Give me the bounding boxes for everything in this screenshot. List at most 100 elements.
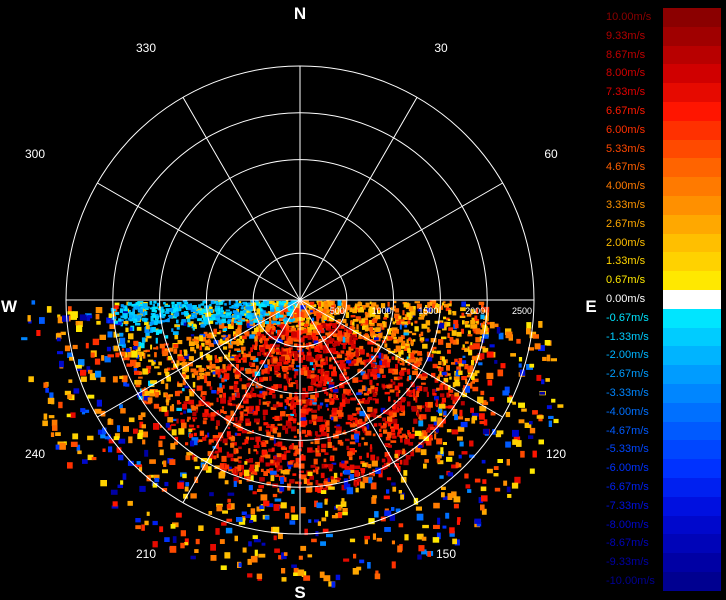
echo-cell <box>245 392 252 399</box>
echo-cell <box>272 404 279 408</box>
echo-cell <box>227 318 232 322</box>
echo-cell <box>201 342 205 347</box>
echo-cell <box>66 413 71 418</box>
echo-cell <box>185 312 190 316</box>
echo-cell <box>159 425 162 428</box>
echo-cell <box>60 331 66 335</box>
echo-cell <box>410 322 413 326</box>
echo-cell <box>373 412 377 419</box>
echo-cell <box>314 388 317 394</box>
echo-cell <box>287 422 292 429</box>
echo-cell <box>450 394 455 400</box>
echo-cell <box>402 317 407 320</box>
echo-cell <box>449 531 455 537</box>
echo-cell <box>241 338 245 343</box>
echo-cell <box>248 448 251 454</box>
echo-cell <box>77 450 82 455</box>
echo-cell <box>325 420 330 426</box>
echo-cell <box>200 323 206 328</box>
echo-cell <box>228 349 231 353</box>
echo-cell <box>384 510 392 516</box>
echo-cell <box>306 351 312 356</box>
echo-cell <box>356 324 359 330</box>
echo-cell <box>222 320 227 324</box>
echo-cell <box>447 332 450 338</box>
echo-cell <box>266 300 273 304</box>
echo-cell <box>253 539 261 543</box>
echo-cell <box>153 347 159 350</box>
echo-cell <box>225 338 229 342</box>
echo-cell <box>345 323 348 327</box>
echo-cell <box>402 433 406 438</box>
echo-cell <box>294 391 298 397</box>
echo-cell <box>272 394 276 399</box>
echo-cell <box>516 440 522 447</box>
west-label: W <box>1 297 18 316</box>
echo-cell <box>302 399 308 404</box>
echo-cell <box>291 489 295 494</box>
echo-cell <box>524 422 532 428</box>
echo-cell <box>80 376 87 382</box>
legend-label: -6.00m/s <box>606 462 649 475</box>
echo-cell <box>332 366 336 372</box>
echo-cell <box>374 337 379 341</box>
echo-cell <box>442 324 447 331</box>
echo-cell <box>369 472 374 476</box>
legend-label: 8.67m/s <box>606 48 646 61</box>
legend-entry: -5.33m/s <box>606 440 721 460</box>
echo-cell <box>198 525 204 531</box>
echo-cell <box>226 315 232 319</box>
echo-cell <box>350 327 356 330</box>
echo-cell <box>316 339 322 343</box>
range-label: 1500 <box>418 306 438 316</box>
echo-cell <box>269 316 272 322</box>
echo-cell <box>300 326 304 331</box>
echo-cell <box>338 406 343 411</box>
echo-cell <box>253 369 258 373</box>
echo-cell <box>304 528 308 536</box>
echo-cell <box>216 310 219 314</box>
echo-cell <box>416 513 424 521</box>
echo-cell <box>180 530 186 537</box>
echo-cell <box>269 468 274 472</box>
echo-cell <box>479 420 485 425</box>
echo-cell <box>153 474 160 480</box>
echo-cell <box>465 379 468 384</box>
echo-cell <box>162 350 169 356</box>
echo-cell <box>293 339 299 342</box>
echo-cell <box>529 363 535 368</box>
echo-cell <box>403 332 409 336</box>
echo-cell <box>177 356 184 361</box>
echo-cell <box>310 441 314 444</box>
echo-cell <box>273 442 278 447</box>
echo-cell <box>274 498 282 502</box>
echo-cell <box>205 306 212 312</box>
bearing-spoke <box>97 182 301 301</box>
echo-cell <box>183 410 187 414</box>
echo-cell <box>184 486 189 492</box>
echo-cell <box>376 310 381 315</box>
echo-cell <box>171 301 175 305</box>
echo-cell <box>371 368 377 374</box>
echo-cell <box>245 353 251 358</box>
echo-cell <box>48 415 55 419</box>
echo-cell <box>128 312 135 317</box>
echo-cell <box>402 361 405 366</box>
echo-cell <box>326 313 332 316</box>
echo-cell <box>452 538 457 545</box>
echo-cell <box>529 427 536 434</box>
echo-cell <box>140 307 144 310</box>
echo-cell <box>300 370 304 376</box>
echo-cell <box>465 484 471 489</box>
echo-cell <box>154 366 160 369</box>
echo-cell <box>290 401 294 406</box>
echo-cell <box>367 396 373 401</box>
echo-cell <box>244 461 248 465</box>
echo-cell <box>302 387 306 392</box>
echo-cell <box>245 389 248 393</box>
echo-cell <box>285 428 289 434</box>
echo-cell <box>139 306 143 310</box>
echo-cell <box>266 431 271 437</box>
echo-cell <box>95 307 103 314</box>
echo-cell <box>539 391 545 395</box>
